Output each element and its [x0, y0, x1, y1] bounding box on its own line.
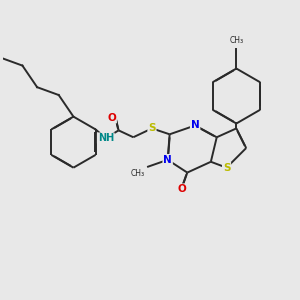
Text: CH₃: CH₃	[131, 169, 145, 178]
Text: O: O	[107, 112, 116, 123]
Text: O: O	[177, 184, 186, 194]
Text: N: N	[191, 121, 200, 130]
Text: S: S	[223, 163, 230, 173]
Text: CH₃: CH₃	[229, 36, 243, 45]
Text: S: S	[148, 123, 156, 134]
Text: NH: NH	[98, 133, 114, 143]
Text: N: N	[163, 155, 172, 165]
